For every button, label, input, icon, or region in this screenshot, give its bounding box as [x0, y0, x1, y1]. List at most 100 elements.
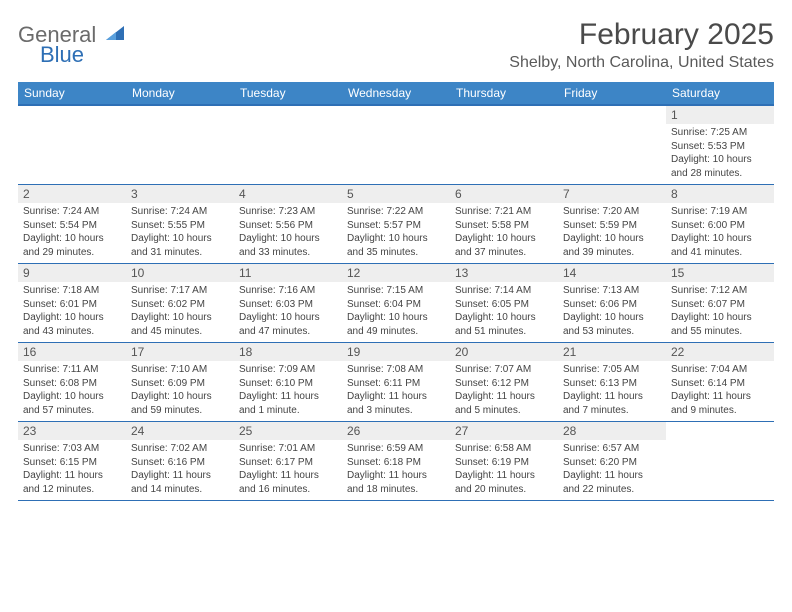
day-number: 28: [558, 422, 666, 440]
day-body: Sunrise: 7:22 AMSunset: 5:57 PMDaylight:…: [342, 203, 450, 263]
day-cell: [666, 422, 774, 500]
day-body: Sunrise: 6:57 AMSunset: 6:20 PMDaylight:…: [558, 440, 666, 500]
sunrise-text: Sunrise: 7:19 AM: [671, 205, 769, 219]
sunrise-text: Sunrise: 7:05 AM: [563, 363, 661, 377]
daylight-text: Daylight: 10 hours and 45 minutes.: [131, 311, 229, 338]
day-body: Sunrise: 7:07 AMSunset: 6:12 PMDaylight:…: [450, 361, 558, 421]
weekday-monday: Monday: [126, 82, 234, 104]
day-cell: 10Sunrise: 7:17 AMSunset: 6:02 PMDayligh…: [126, 264, 234, 342]
day-number: 4: [234, 185, 342, 203]
sunrise-text: Sunrise: 7:04 AM: [671, 363, 769, 377]
sunset-text: Sunset: 5:59 PM: [563, 219, 661, 233]
sunrise-text: Sunrise: 7:12 AM: [671, 284, 769, 298]
day-number: 5: [342, 185, 450, 203]
day-cell: 17Sunrise: 7:10 AMSunset: 6:09 PMDayligh…: [126, 343, 234, 421]
day-body: Sunrise: 7:09 AMSunset: 6:10 PMDaylight:…: [234, 361, 342, 421]
day-number: 9: [18, 264, 126, 282]
sunset-text: Sunset: 6:03 PM: [239, 298, 337, 312]
day-cell: [450, 106, 558, 184]
day-cell: 28Sunrise: 6:57 AMSunset: 6:20 PMDayligh…: [558, 422, 666, 500]
logo-word2: Blue: [40, 44, 126, 66]
sunset-text: Sunset: 5:57 PM: [347, 219, 445, 233]
day-number: 25: [234, 422, 342, 440]
day-body: Sunrise: 7:16 AMSunset: 6:03 PMDaylight:…: [234, 282, 342, 342]
day-cell: 5Sunrise: 7:22 AMSunset: 5:57 PMDaylight…: [342, 185, 450, 263]
daylight-text: Daylight: 11 hours and 3 minutes.: [347, 390, 445, 417]
day-cell: 21Sunrise: 7:05 AMSunset: 6:13 PMDayligh…: [558, 343, 666, 421]
day-cell: 8Sunrise: 7:19 AMSunset: 6:00 PMDaylight…: [666, 185, 774, 263]
sunrise-text: Sunrise: 7:20 AM: [563, 205, 661, 219]
day-cell: 4Sunrise: 7:23 AMSunset: 5:56 PMDaylight…: [234, 185, 342, 263]
day-number: 27: [450, 422, 558, 440]
sunrise-text: Sunrise: 7:07 AM: [455, 363, 553, 377]
daylight-text: Daylight: 10 hours and 43 minutes.: [23, 311, 121, 338]
day-cell: 11Sunrise: 7:16 AMSunset: 6:03 PMDayligh…: [234, 264, 342, 342]
day-number: 20: [450, 343, 558, 361]
day-body: Sunrise: 7:19 AMSunset: 6:00 PMDaylight:…: [666, 203, 774, 263]
week-row: 9Sunrise: 7:18 AMSunset: 6:01 PMDaylight…: [18, 264, 774, 343]
sunrise-text: Sunrise: 7:17 AM: [131, 284, 229, 298]
logo: General Blue: [18, 18, 126, 66]
day-body: Sunrise: 7:02 AMSunset: 6:16 PMDaylight:…: [126, 440, 234, 500]
sunrise-text: Sunrise: 7:24 AM: [23, 205, 121, 219]
sunset-text: Sunset: 6:19 PM: [455, 456, 553, 470]
sunset-text: Sunset: 6:15 PM: [23, 456, 121, 470]
day-body: Sunrise: 7:20 AMSunset: 5:59 PMDaylight:…: [558, 203, 666, 263]
sunrise-text: Sunrise: 7:09 AM: [239, 363, 337, 377]
sunrise-text: Sunrise: 7:14 AM: [455, 284, 553, 298]
sunrise-text: Sunrise: 6:57 AM: [563, 442, 661, 456]
daylight-text: Daylight: 10 hours and 49 minutes.: [347, 311, 445, 338]
day-cell: [342, 106, 450, 184]
day-number: 8: [666, 185, 774, 203]
day-body: Sunrise: 7:14 AMSunset: 6:05 PMDaylight:…: [450, 282, 558, 342]
weekday-thursday: Thursday: [450, 82, 558, 104]
day-body: Sunrise: 7:04 AMSunset: 6:14 PMDaylight:…: [666, 361, 774, 421]
daylight-text: Daylight: 10 hours and 53 minutes.: [563, 311, 661, 338]
day-cell: 22Sunrise: 7:04 AMSunset: 6:14 PMDayligh…: [666, 343, 774, 421]
day-number: 2: [18, 185, 126, 203]
daylight-text: Daylight: 10 hours and 55 minutes.: [671, 311, 769, 338]
day-cell: 7Sunrise: 7:20 AMSunset: 5:59 PMDaylight…: [558, 185, 666, 263]
weekday-wednesday: Wednesday: [342, 82, 450, 104]
sunset-text: Sunset: 6:14 PM: [671, 377, 769, 391]
day-body: Sunrise: 7:13 AMSunset: 6:06 PMDaylight:…: [558, 282, 666, 342]
sunrise-text: Sunrise: 7:13 AM: [563, 284, 661, 298]
sunset-text: Sunset: 6:13 PM: [563, 377, 661, 391]
day-body: Sunrise: 7:24 AMSunset: 5:55 PMDaylight:…: [126, 203, 234, 263]
week-row: 16Sunrise: 7:11 AMSunset: 6:08 PMDayligh…: [18, 343, 774, 422]
day-cell: 27Sunrise: 6:58 AMSunset: 6:19 PMDayligh…: [450, 422, 558, 500]
day-body: Sunrise: 7:24 AMSunset: 5:54 PMDaylight:…: [18, 203, 126, 263]
sunrise-text: Sunrise: 7:08 AM: [347, 363, 445, 377]
day-number: 19: [342, 343, 450, 361]
day-number: 7: [558, 185, 666, 203]
daylight-text: Daylight: 11 hours and 1 minute.: [239, 390, 337, 417]
day-cell: [126, 106, 234, 184]
day-cell: 15Sunrise: 7:12 AMSunset: 6:07 PMDayligh…: [666, 264, 774, 342]
sunrise-text: Sunrise: 7:03 AM: [23, 442, 121, 456]
sunset-text: Sunset: 6:09 PM: [131, 377, 229, 391]
day-cell: 1Sunrise: 7:25 AMSunset: 5:53 PMDaylight…: [666, 106, 774, 184]
day-cell: 6Sunrise: 7:21 AMSunset: 5:58 PMDaylight…: [450, 185, 558, 263]
daylight-text: Daylight: 10 hours and 33 minutes.: [239, 232, 337, 259]
sunrise-text: Sunrise: 7:02 AM: [131, 442, 229, 456]
sunrise-text: Sunrise: 6:58 AM: [455, 442, 553, 456]
day-number: 14: [558, 264, 666, 282]
day-number: 16: [18, 343, 126, 361]
calendar-grid: SundayMondayTuesdayWednesdayThursdayFrid…: [18, 82, 774, 501]
day-number: 24: [126, 422, 234, 440]
day-number: 13: [450, 264, 558, 282]
day-body: Sunrise: 7:10 AMSunset: 6:09 PMDaylight:…: [126, 361, 234, 421]
day-body: Sunrise: 7:08 AMSunset: 6:11 PMDaylight:…: [342, 361, 450, 421]
sunrise-text: Sunrise: 7:10 AM: [131, 363, 229, 377]
sail-icon: [106, 24, 126, 46]
sunset-text: Sunset: 6:07 PM: [671, 298, 769, 312]
sunset-text: Sunset: 6:00 PM: [671, 219, 769, 233]
day-body: Sunrise: 7:01 AMSunset: 6:17 PMDaylight:…: [234, 440, 342, 500]
day-number: 22: [666, 343, 774, 361]
day-body: Sunrise: 7:12 AMSunset: 6:07 PMDaylight:…: [666, 282, 774, 342]
day-body: Sunrise: 6:58 AMSunset: 6:19 PMDaylight:…: [450, 440, 558, 500]
day-cell: 26Sunrise: 6:59 AMSunset: 6:18 PMDayligh…: [342, 422, 450, 500]
sunset-text: Sunset: 6:02 PM: [131, 298, 229, 312]
day-cell: 24Sunrise: 7:02 AMSunset: 6:16 PMDayligh…: [126, 422, 234, 500]
title-block: February 2025 Shelby, North Carolina, Un…: [509, 18, 774, 72]
